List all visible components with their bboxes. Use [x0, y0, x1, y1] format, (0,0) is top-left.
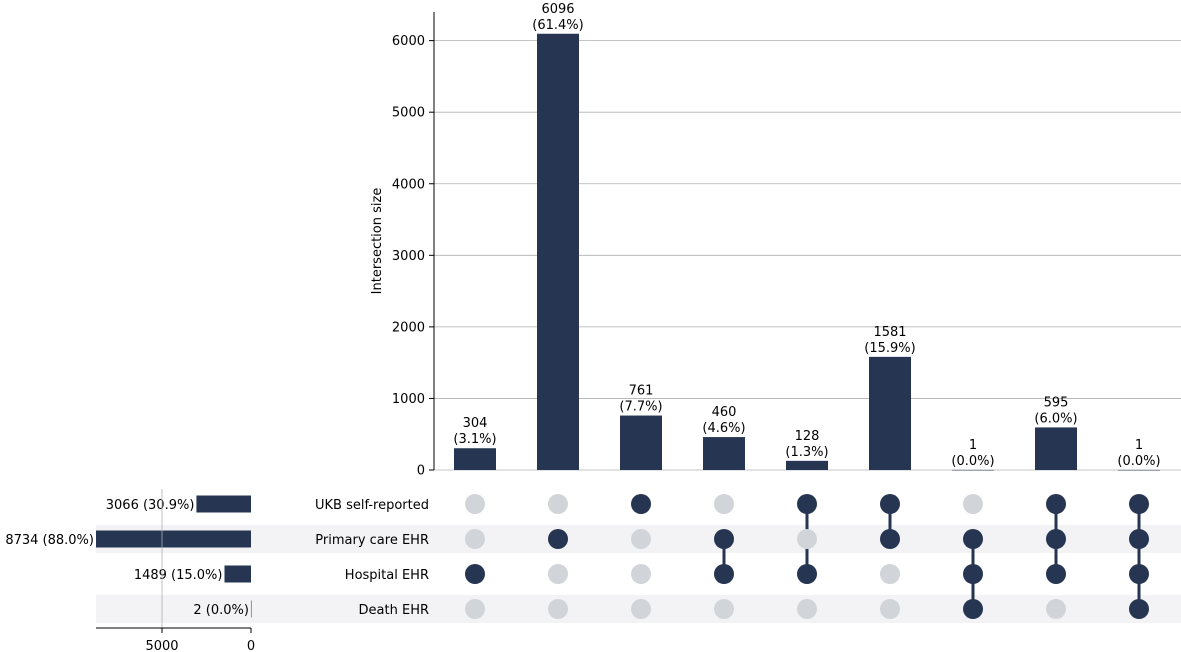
membership-dot-active — [1129, 564, 1149, 584]
membership-dot-active — [797, 564, 817, 584]
membership-dot-inactive — [548, 599, 568, 619]
membership-dot-inactive — [465, 599, 485, 619]
membership-dot-active — [1046, 494, 1066, 514]
bar-percent-label: (4.6%) — [702, 421, 745, 436]
membership-dot-active — [1046, 529, 1066, 549]
bar-value-label: 1 — [969, 438, 977, 453]
membership-dot-inactive — [548, 494, 568, 514]
membership-dot-active — [1046, 564, 1066, 584]
set-size-label: 3066 (30.9%) — [106, 498, 195, 513]
bar-percent-label: (3.1%) — [453, 432, 496, 447]
bar-value-label: 595 — [1044, 395, 1069, 410]
membership-dot-inactive — [631, 564, 651, 584]
set-name-labels: UKB self-reported Primary care EHR Hospita… — [315, 498, 429, 618]
set-size-bar — [250, 600, 252, 618]
membership-matrix — [465, 494, 1149, 619]
membership-dot-inactive — [465, 494, 485, 514]
set-size-bars: 3066 (30.9%) 8734 (88.0%) 1489 (15.0%) 2 (0… — [5, 495, 252, 618]
bar-percent-label: (7.7%) — [619, 400, 662, 415]
set-name-label: Primary care EHR — [315, 533, 429, 548]
membership-dot-inactive — [797, 599, 817, 619]
y-tick-label: 4000 — [392, 177, 425, 192]
bar-percent-label: (6.0%) — [1034, 411, 1077, 426]
intersection-bar — [620, 415, 662, 470]
membership-dot-inactive — [880, 599, 900, 619]
y-tick-label: 0 — [417, 464, 425, 479]
set-size-tick-label: 0 — [247, 639, 255, 652]
membership-dot-active — [1129, 494, 1149, 514]
y-tick-label: 5000 — [392, 106, 425, 121]
set-name-label: UKB self-reported — [315, 498, 429, 513]
intersection-bar — [703, 437, 745, 470]
membership-dot-inactive — [631, 529, 651, 549]
intersection-bar-labels: 304(3.1%) 6096(61.4%) 761(7.7%) 460(4.6%) 12… — [453, 2, 1160, 469]
bar-value-label: 1 — [1135, 438, 1143, 453]
set-size-bar — [224, 565, 251, 583]
membership-dot-inactive — [714, 599, 734, 619]
intersection-bar — [454, 448, 496, 470]
set-name-label: Death EHR — [359, 603, 429, 618]
membership-dot-inactive — [880, 564, 900, 584]
membership-dot-active — [714, 529, 734, 549]
membership-dot-active — [465, 564, 485, 584]
membership-dot-inactive — [631, 599, 651, 619]
membership-dot-active — [548, 529, 568, 549]
membership-dot-active — [631, 494, 651, 514]
membership-dot-inactive — [797, 529, 817, 549]
set-size-bar — [196, 495, 251, 513]
membership-dot-active — [880, 494, 900, 514]
intersection-bar — [869, 356, 911, 470]
membership-dot-active — [1129, 529, 1149, 549]
set-size-label: 2 (0.0%) — [193, 603, 249, 618]
intersection-bar — [1118, 469, 1160, 471]
membership-dot-inactive — [1046, 599, 1066, 619]
membership-dot-active — [963, 599, 983, 619]
bar-value-label: 460 — [712, 405, 737, 420]
intersection-bar — [1035, 427, 1077, 470]
bar-percent-label: (0.0%) — [951, 454, 994, 469]
bar-value-label: 304 — [463, 416, 488, 431]
membership-dot-inactive — [963, 494, 983, 514]
bar-percent-label: (1.3%) — [785, 445, 828, 460]
bar-percent-label: (61.4%) — [532, 18, 583, 33]
membership-dot-inactive — [714, 494, 734, 514]
bar-value-label: 1581 — [873, 325, 906, 340]
y-tick-label: 3000 — [392, 249, 425, 264]
set-size-bar — [96, 530, 251, 548]
bar-value-label: 761 — [629, 384, 654, 399]
membership-dot-active — [1129, 599, 1149, 619]
membership-dot-active — [880, 529, 900, 549]
membership-dot-active — [963, 564, 983, 584]
set-size-tick-label: 5000 — [145, 639, 178, 652]
y-tick-label: 2000 — [392, 320, 425, 335]
intersection-bars — [454, 33, 1160, 471]
intersection-bar — [786, 460, 828, 470]
bar-value-label: 6096 — [541, 2, 574, 17]
membership-dot-inactive — [548, 564, 568, 584]
bar-percent-label: (15.9%) — [864, 341, 915, 356]
intersection-bar — [952, 469, 994, 471]
set-size-label: 1489 (15.0%) — [134, 568, 223, 583]
bar-percent-label: (0.0%) — [1117, 454, 1160, 469]
set-name-label: Hospital EHR — [345, 568, 429, 583]
intersection-bar — [537, 33, 579, 470]
membership-dot-active — [714, 564, 734, 584]
y-tick-label: 1000 — [392, 392, 425, 407]
y-axis: 0 1000 2000 3000 4000 5000 6000 — [392, 12, 435, 479]
y-axis-label: Intersection size — [370, 188, 385, 295]
bar-value-label: 128 — [795, 429, 820, 444]
y-tick-label: 6000 — [392, 34, 425, 49]
set-size-label: 8734 (88.0%) — [5, 533, 94, 548]
set-size-axis: 5000 0 — [96, 489, 255, 652]
membership-dot-inactive — [465, 529, 485, 549]
membership-dot-active — [963, 529, 983, 549]
membership-dot-active — [797, 494, 817, 514]
